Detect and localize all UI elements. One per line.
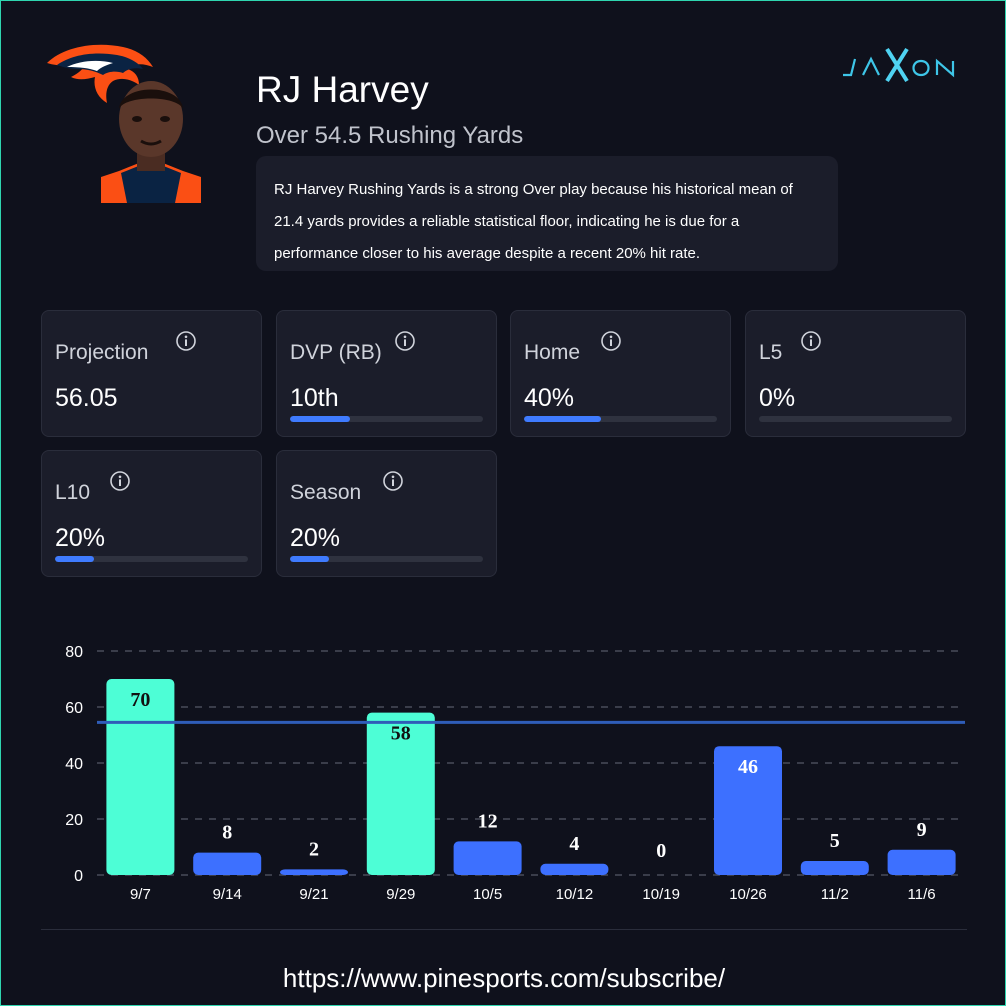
stat-card-dvp: DVP (RB) 10th [276,310,497,437]
bar [800,861,869,875]
subscribe-url[interactable]: https://www.pinesports.com/subscribe/ [282,963,726,993]
bar [366,712,435,875]
stat-value: 10th [290,384,339,412]
info-icon[interactable] [600,330,622,352]
bar-value-label: 9 [917,819,927,841]
progress-bar [290,556,483,562]
stat-value: 20% [55,524,106,552]
bar-value-label: 8 [222,822,232,844]
rushing-yards-bar-chart: 0 20 40 60 80 70 9/7 8 9/14 2 9/21 58 9/29 12 10/5 4 10/… [65,644,965,903]
x-tick-label: 9/7 [130,886,151,903]
bar-value-label: 0 [656,840,666,862]
bar [714,746,782,875]
jaxon-brand-logo [843,47,955,83]
bar-value-label: 58 [391,723,411,745]
bar-value-label: 46 [738,756,758,778]
bar [280,869,348,875]
x-tick-label: 11/2 [821,886,849,903]
progress-bar [290,416,483,422]
info-icon[interactable] [394,330,416,352]
x-tick-label: 10/5 [473,886,502,903]
stat-card-season: Season 20% [276,450,497,577]
bar [540,863,609,875]
prop-line: Over 54.5 Rushing Yards [256,122,524,149]
info-icon[interactable] [175,330,197,352]
stat-label: Projection [55,341,149,364]
bar [453,841,522,875]
y-tick-label: 60 [65,700,83,717]
stat-card-projection: Projection 56.05 [41,310,262,437]
stat-label: DVP (RB) [290,341,382,364]
x-tick-label: 10/26 [729,886,767,903]
stat-value: 40% [524,384,575,412]
bar [193,852,262,875]
bar [106,679,175,875]
stat-label: L10 [55,481,91,504]
progress-bar [524,416,717,422]
bar-value-label: 5 [830,830,840,852]
x-tick-label: 10/19 [642,886,680,903]
bar-value-label: 12 [478,810,498,832]
progress-bar [759,416,952,422]
y-tick-label: 0 [74,868,83,885]
x-tick-label: 10/12 [556,886,594,903]
player-name: RJ Harvey [256,69,429,110]
stat-label: L5 [759,341,783,364]
stat-value: 20% [290,524,341,552]
y-tick-label: 80 [65,644,83,661]
bar-value-label: 2 [309,838,319,860]
stat-card-l5: L5 0% [745,310,966,437]
stat-card-home: Home 40% [510,310,731,437]
stat-label: Home [524,341,581,364]
divider [41,929,967,930]
broncos-logo-icon [47,44,153,103]
bar-value-label: 70 [130,689,150,711]
info-icon[interactable] [800,330,822,352]
bar-value-label: 4 [569,833,579,855]
progress-bar [55,556,248,562]
x-tick-label: 11/6 [908,886,936,903]
stat-card-l10: L10 20% [41,450,262,577]
stat-value: 0% [759,384,796,412]
info-icon[interactable] [382,470,404,492]
x-tick-label: 9/29 [386,886,415,903]
x-tick-label: 9/14 [213,886,242,903]
player-headshot-icon [101,81,201,203]
y-tick-label: 40 [65,756,83,773]
stat-value: 56.05 [55,384,118,412]
bar [887,849,956,875]
stat-label: Season [290,481,362,504]
analysis-summary: RJ Harvey Rushing Yards is a strong Over… [256,156,838,271]
y-tick-label: 20 [65,812,83,829]
x-tick-label: 9/21 [299,886,328,903]
info-icon[interactable] [109,470,131,492]
summary-text: RJ Harvey Rushing Yards is a strong Over… [274,181,793,262]
